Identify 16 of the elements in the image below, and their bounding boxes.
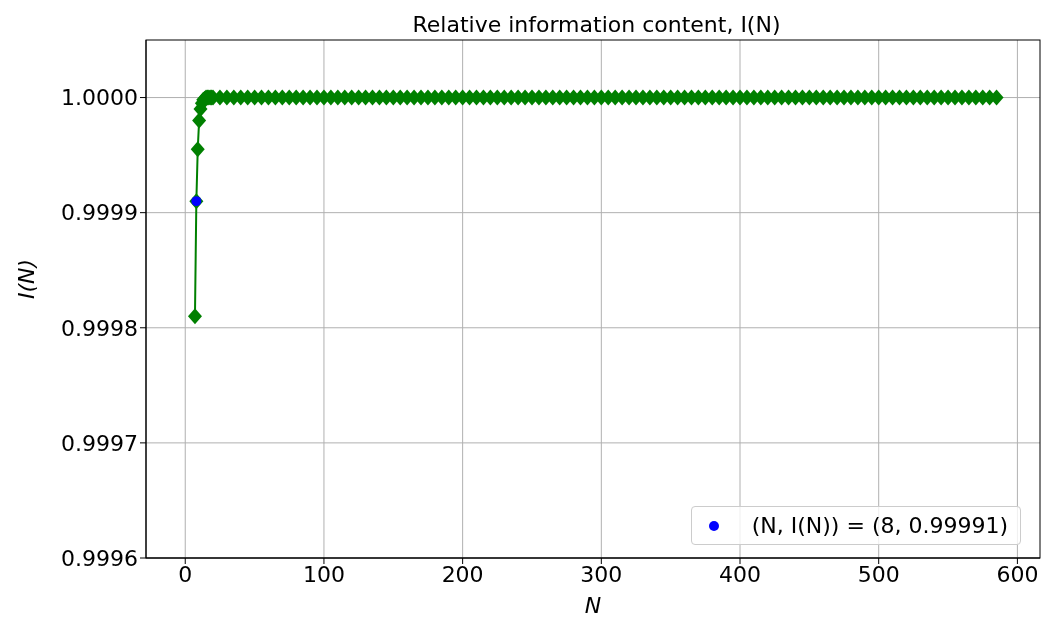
x-tick-label: 0 — [178, 561, 193, 587]
x-tick-label: 200 — [441, 561, 484, 587]
y-tick-label: 0.9996 — [61, 545, 138, 571]
x-axis-title: N — [584, 593, 602, 618]
x-tick-label: 300 — [580, 561, 623, 587]
x-tick-label: 500 — [857, 561, 900, 587]
y-tick-label: 0.9997 — [61, 430, 138, 456]
x-tick-label: 100 — [302, 561, 345, 587]
y-tick-label: 1.0000 — [61, 85, 138, 111]
y-tick-label: 0.9999 — [61, 200, 138, 226]
y-axis-title: I(N) — [13, 258, 39, 299]
x-tick-label: 600 — [996, 561, 1039, 587]
y-tick-label: 0.9998 — [61, 315, 138, 341]
chart-title: Relative information content, I(N) — [411, 12, 782, 37]
x-tick-label: 400 — [719, 561, 762, 587]
legend-label: (N, I(N)) = (8, 0.99991) — [751, 513, 1008, 538]
